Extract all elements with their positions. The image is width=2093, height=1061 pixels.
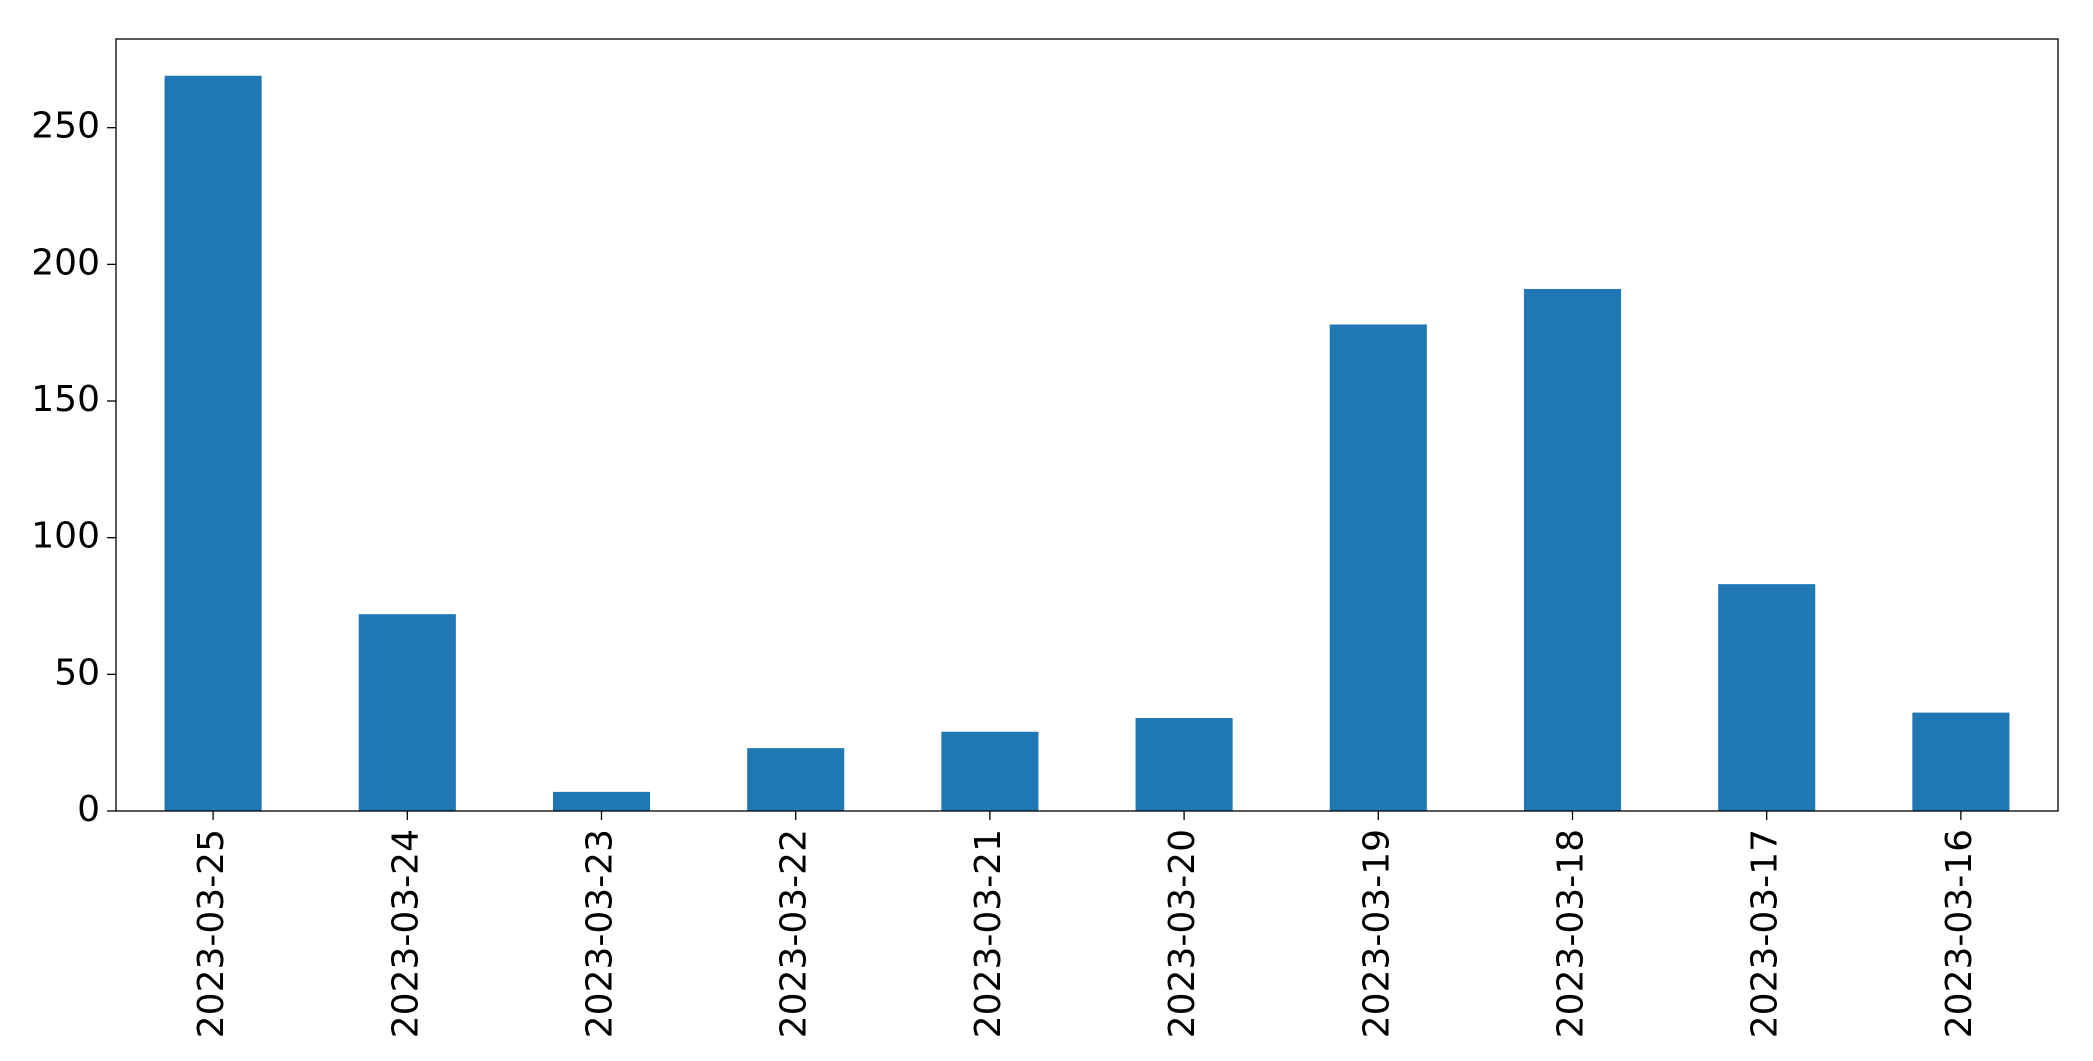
x-tick-label: 2023-03-23 [580,829,621,1038]
bar [1135,718,1233,811]
bar [747,748,845,811]
bar [552,791,651,811]
x-tick-label: 2023-03-16 [1939,829,1980,1038]
x-tick-label: 2023-03-20 [1162,829,1203,1038]
x-tick-label: 2023-03-17 [1745,829,1786,1038]
y-tick-label: 250 [31,106,100,147]
y-tick-label: 0 [77,789,100,830]
x-tick-label: 2023-03-19 [1356,829,1397,1038]
bar [1329,324,1427,811]
x-tick-label: 2023-03-24 [385,829,426,1038]
x-tick-label: 2023-03-21 [968,829,1009,1038]
plot-frame [115,38,2059,812]
bar [358,614,456,811]
x-tick-label: 2023-03-18 [1551,829,1592,1038]
x-tick-label: 2023-03-25 [191,829,232,1038]
y-tick-label: 100 [31,516,100,557]
y-tick-label: 200 [31,242,100,283]
bar [1912,712,2010,811]
y-tick-label: 50 [54,652,100,693]
bar [1523,288,1622,811]
x-tick-label: 2023-03-22 [774,829,815,1038]
bar [164,75,262,811]
bar [941,731,1039,811]
bar [1718,584,1816,811]
y-tick-label: 150 [31,379,100,420]
